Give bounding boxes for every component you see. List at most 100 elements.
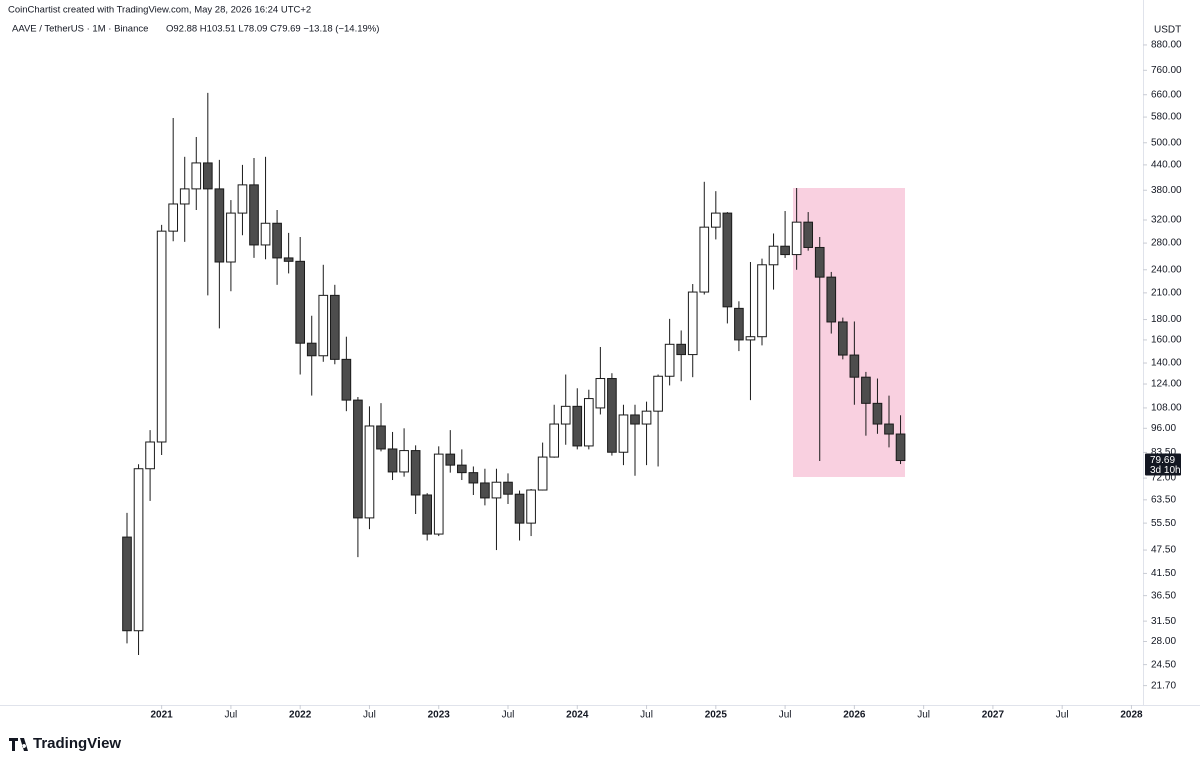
x-tick-label: 2024 — [566, 710, 589, 721]
y-tick-label: 31.50 — [1151, 616, 1176, 627]
candle-body — [514, 493, 525, 524]
candle-body — [283, 257, 294, 262]
x-tick-label: 2027 — [982, 710, 1005, 721]
candle-body — [572, 405, 583, 447]
y-tick-label: 880.00 — [1151, 40, 1182, 51]
candle-body — [734, 307, 744, 341]
y-tick-label: 160.00 — [1151, 335, 1182, 346]
x-tick-label: Jul — [917, 710, 930, 721]
y-tick-label: 96.00 — [1151, 423, 1176, 434]
candle-body — [456, 464, 467, 474]
candle-body — [826, 276, 837, 323]
candle-body — [191, 162, 202, 190]
x-tick-label: Jul — [640, 710, 653, 721]
candle-body — [503, 481, 513, 495]
candle-body — [433, 453, 444, 535]
candle-body — [676, 343, 687, 356]
candle-body — [607, 378, 617, 453]
candle-body — [468, 472, 479, 484]
price-tag-value: 79.69 — [1150, 455, 1175, 466]
candle-body — [145, 441, 155, 470]
x-tick-label: Jul — [779, 710, 792, 721]
y-tick-label: 21.70 — [1151, 680, 1176, 691]
candle-body — [422, 494, 433, 535]
candle-body — [653, 375, 663, 412]
y-tick-label: 440.00 — [1151, 160, 1182, 171]
candle-body — [318, 294, 329, 357]
candle-body — [329, 294, 340, 360]
candle-body — [364, 425, 375, 519]
candle-body — [583, 398, 594, 447]
y-tick-label: 210.00 — [1151, 288, 1182, 299]
candle-body — [861, 376, 871, 404]
brand: TradingView — [33, 735, 121, 752]
x-tick-label: 2025 — [705, 710, 728, 721]
candle-body — [664, 343, 675, 377]
candle-body — [410, 450, 421, 496]
candle-body — [549, 423, 560, 458]
candle-body — [814, 246, 825, 278]
y-tick-label: 41.50 — [1151, 568, 1176, 579]
y-tick-label: 240.00 — [1151, 264, 1182, 275]
ohlc-readout: O92.88 H103.51 L78.09 C79.69 −13.18 (−14… — [166, 24, 379, 35]
y-tick-label: 55.50 — [1151, 518, 1176, 529]
y-tick-label: 140.00 — [1151, 358, 1182, 369]
candle-body — [122, 536, 132, 632]
candle-body — [491, 481, 502, 499]
candle-body — [341, 358, 352, 401]
candle-body — [226, 212, 236, 263]
x-tick-label: Jul — [502, 710, 515, 721]
candle-body — [353, 399, 363, 519]
candle-body — [849, 354, 860, 378]
y-tick-label: 28.00 — [1151, 636, 1176, 647]
candle-body — [399, 450, 409, 473]
candle-body — [710, 212, 721, 228]
candle-body — [803, 221, 814, 248]
y-tick-label: 83.50 — [1151, 447, 1176, 458]
candle-body — [757, 264, 767, 338]
y-tick-label: 180.00 — [1151, 314, 1182, 325]
candle-body — [687, 291, 698, 356]
y-tick-label: 500.00 — [1151, 137, 1182, 148]
candle-body — [526, 489, 536, 524]
candle-body — [272, 222, 282, 259]
y-tick-label: 380.00 — [1151, 185, 1182, 196]
symbol: AAVE / TetherUS · 1M · Binance — [12, 24, 148, 35]
candle-body — [237, 184, 248, 214]
candle-body — [202, 162, 213, 190]
credit: CoinChartist created with TradingView.co… — [8, 5, 311, 16]
candle-body — [722, 212, 733, 308]
candle-body — [745, 336, 756, 341]
y-tick-label: 320.00 — [1151, 215, 1182, 226]
y-tick-label: 108.00 — [1151, 403, 1182, 414]
y-tick-label: 280.00 — [1151, 238, 1182, 249]
candle-body — [791, 221, 802, 256]
candle-body — [156, 230, 167, 443]
candle-body — [249, 184, 259, 246]
y-tick-label: 24.50 — [1151, 659, 1176, 670]
candle-body — [387, 448, 398, 473]
candle-body — [699, 226, 710, 293]
candle-body — [641, 410, 652, 425]
candle-body — [560, 405, 571, 425]
brand-logo — [9, 738, 28, 751]
candle-body — [168, 203, 179, 232]
y-tick-label: 36.50 — [1151, 590, 1176, 601]
y-tick-label: 660.00 — [1151, 89, 1182, 100]
candle-body — [768, 245, 779, 266]
candle-body — [445, 453, 456, 466]
price-tag — [1145, 453, 1181, 476]
x-tick-label: 2021 — [151, 710, 174, 721]
y-tick-label: 124.00 — [1151, 379, 1182, 390]
candle-body — [595, 378, 606, 409]
candle-body — [872, 402, 883, 425]
y-tick-label: 580.00 — [1151, 112, 1182, 123]
x-tick-label: Jul — [225, 710, 238, 721]
x-tick-label: 2023 — [428, 710, 451, 721]
candle-body — [295, 260, 306, 344]
candle-body — [537, 456, 548, 491]
y-unit: USDT — [1154, 25, 1181, 36]
candle-body — [306, 342, 317, 357]
